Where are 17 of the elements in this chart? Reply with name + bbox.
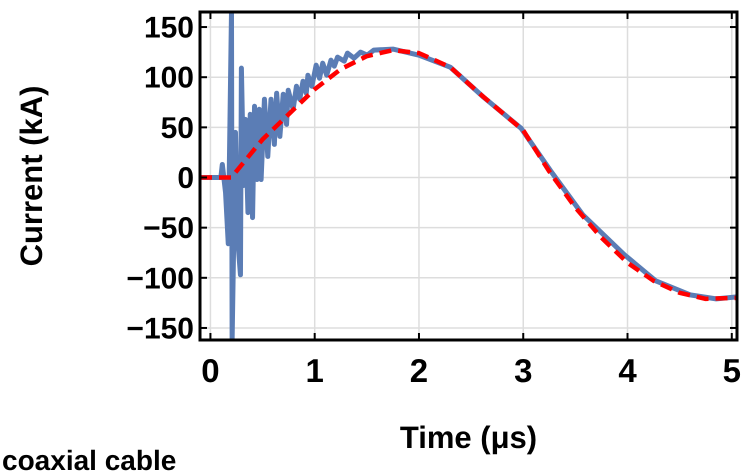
y-axis-title: Current (kA) (14, 86, 49, 266)
y-tick-label: 50 (160, 112, 194, 145)
x-tick-label: 0 (201, 352, 220, 389)
line-series (200, 48, 737, 302)
y-tick-label: 0 (177, 162, 194, 196)
text: coaxial cable (2, 445, 176, 475)
y-tick-label: 100 (144, 62, 194, 95)
x-tick-label: 4 (618, 352, 638, 389)
x-tick-label: 2 (410, 352, 428, 389)
x-tick-label: 5 (722, 352, 741, 389)
y-tick-label: −100 (126, 262, 194, 296)
y-tick-label: −150 (126, 312, 194, 346)
x-axis-title: Time (μs) (400, 420, 538, 455)
x-tick-label: 1 (306, 352, 324, 389)
y-tick-label: 150 (144, 12, 194, 45)
x-tick-label: 3 (514, 352, 532, 389)
y-tick-label: −50 (143, 212, 194, 246)
